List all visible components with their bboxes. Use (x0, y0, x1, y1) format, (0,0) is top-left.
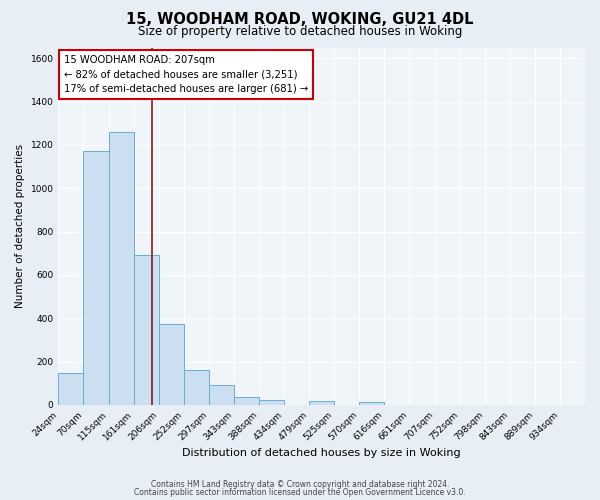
Text: 15, WOODHAM ROAD, WOKING, GU21 4DL: 15, WOODHAM ROAD, WOKING, GU21 4DL (126, 12, 474, 28)
Text: Contains HM Land Registry data © Crown copyright and database right 2024.: Contains HM Land Registry data © Crown c… (151, 480, 449, 489)
Bar (58, 373, 83, 405)
Bar (134, 256, 159, 405)
Text: Contains public sector information licensed under the Open Government Licence v3: Contains public sector information licen… (134, 488, 466, 497)
Text: Size of property relative to detached houses in Woking: Size of property relative to detached ho… (138, 25, 462, 38)
Bar (109, 132, 134, 405)
Bar (259, 400, 284, 405)
Bar (83, 152, 109, 405)
Bar (309, 401, 334, 405)
Y-axis label: Number of detached properties: Number of detached properties (15, 144, 25, 308)
Bar (359, 402, 385, 405)
X-axis label: Distribution of detached houses by size in Woking: Distribution of detached houses by size … (182, 448, 461, 458)
Bar (209, 386, 234, 405)
Bar (159, 324, 184, 405)
Bar (184, 370, 209, 405)
Bar (234, 397, 259, 405)
Text: 15 WOODHAM ROAD: 207sqm
← 82% of detached houses are smaller (3,251)
17% of semi: 15 WOODHAM ROAD: 207sqm ← 82% of detache… (64, 54, 308, 94)
